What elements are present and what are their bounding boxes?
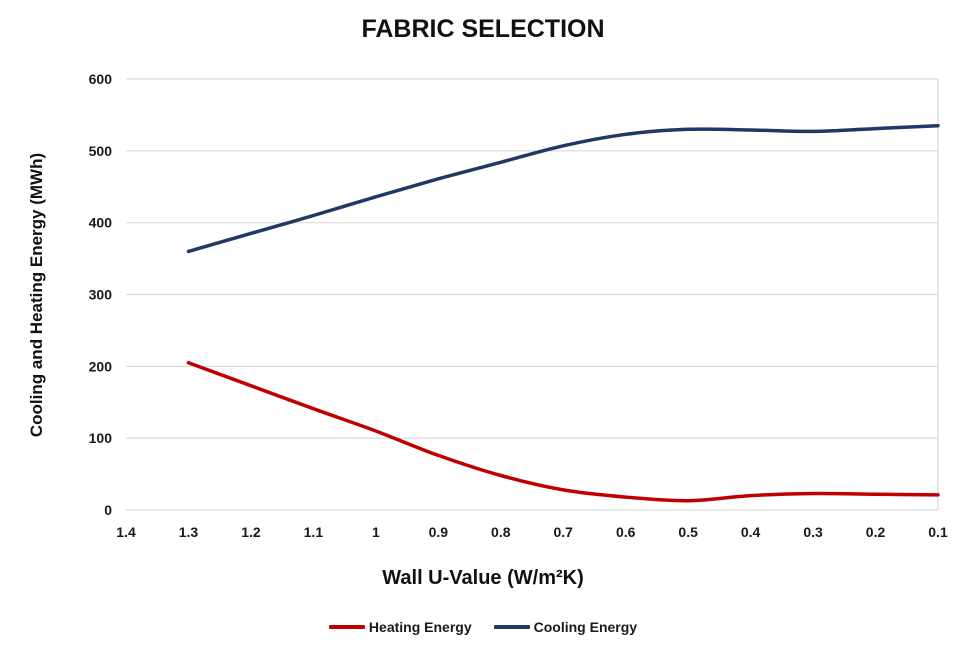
y-tick-label: 100 bbox=[89, 430, 113, 446]
x-tick-label: 1 bbox=[372, 524, 380, 540]
x-tick-label: 1.3 bbox=[179, 524, 199, 540]
x-tick-label: 0.9 bbox=[429, 524, 449, 540]
x-tick-label: 0.6 bbox=[616, 524, 636, 540]
y-tick-label: 600 bbox=[89, 71, 113, 87]
x-tick-label: 0.4 bbox=[741, 524, 761, 540]
legend: Heating Energy Cooling Energy bbox=[0, 619, 966, 635]
x-axis-title: Wall U-Value (W/m²K) bbox=[382, 567, 584, 589]
cooling-energy-line-swatch bbox=[493, 625, 530, 629]
y-tick-label: 200 bbox=[89, 358, 113, 374]
legend-label-cooling-energy: Cooling Energy bbox=[533, 619, 638, 635]
y-tick-label: 500 bbox=[89, 143, 113, 159]
x-tick-label: 0.7 bbox=[553, 524, 573, 540]
series-line-heating-energy bbox=[186, 360, 940, 503]
chart-title: FABRIC SELECTION bbox=[361, 15, 605, 43]
legend-item-heating-energy: Heating Energy bbox=[328, 619, 472, 635]
y-tick-label: 400 bbox=[89, 215, 113, 231]
x-tick-label: 1.2 bbox=[241, 524, 261, 540]
x-tick-label: 1.4 bbox=[116, 524, 136, 540]
y-tick-label: 0 bbox=[104, 502, 112, 518]
legend-label-heating-energy: Heating Energy bbox=[368, 619, 472, 635]
x-tick-label: 0.5 bbox=[678, 524, 698, 540]
x-tick-label: 0.8 bbox=[491, 524, 511, 540]
series-line-cooling-energy bbox=[186, 123, 940, 254]
x-tick-label: 1.1 bbox=[304, 524, 324, 540]
x-tick-label: 0.1 bbox=[928, 524, 948, 540]
y-tick-label: 300 bbox=[89, 287, 113, 303]
legend-item-cooling-energy: Cooling Energy bbox=[493, 619, 638, 635]
heating-energy-line-swatch bbox=[328, 625, 365, 629]
x-tick-label: 0.2 bbox=[866, 524, 886, 540]
x-tick-label: 0.3 bbox=[803, 524, 823, 540]
